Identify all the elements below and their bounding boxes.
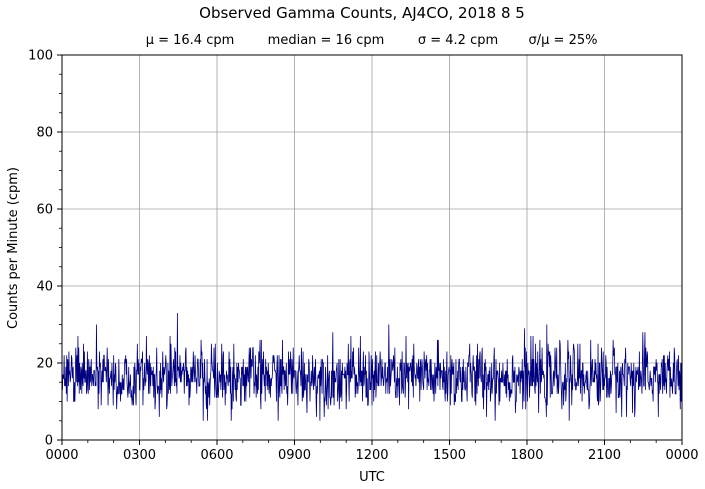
chart-title: Observed Gamma Counts, AJ4CO, 2018 8 5 [199, 4, 525, 22]
series-layer [61, 312, 683, 421]
x-tick-label: 1800 [510, 448, 543, 463]
stat-median: median = 16 cpm [268, 33, 385, 48]
y-tick-label: 60 [36, 203, 53, 218]
x-tick-label: 0600 [200, 448, 233, 463]
y-tick-label: 40 [36, 280, 53, 295]
y-tick-label: 0 [45, 434, 53, 449]
series-line-gamma-counts [61, 312, 683, 421]
x-tick-label: 0000 [665, 448, 698, 463]
y-tick-label: 80 [36, 126, 53, 141]
x-tick-label: 1200 [355, 448, 388, 463]
x-tick-label: 0900 [278, 448, 311, 463]
stat-mean: μ = 16.4 cpm [146, 33, 235, 48]
x-axis-label: UTC [359, 470, 385, 485]
stat-sigma: σ = 4.2 cpm [418, 33, 498, 48]
x-tick-label: 2100 [588, 448, 621, 463]
x-tick-label: 1500 [433, 448, 466, 463]
y-axis-label: Counts per Minute (cpm) [6, 167, 21, 329]
axes-layer: 0000 0300 0600 0900 1200 1500 1800 2100 00000204… [28, 49, 698, 464]
x-tick-label: 0000 [45, 448, 78, 463]
y-tick-label: 100 [28, 49, 53, 64]
x-tick-label: 0300 [123, 448, 156, 463]
y-tick-label: 20 [36, 357, 53, 372]
stat-cv: σ/μ = 25% [529, 33, 598, 48]
